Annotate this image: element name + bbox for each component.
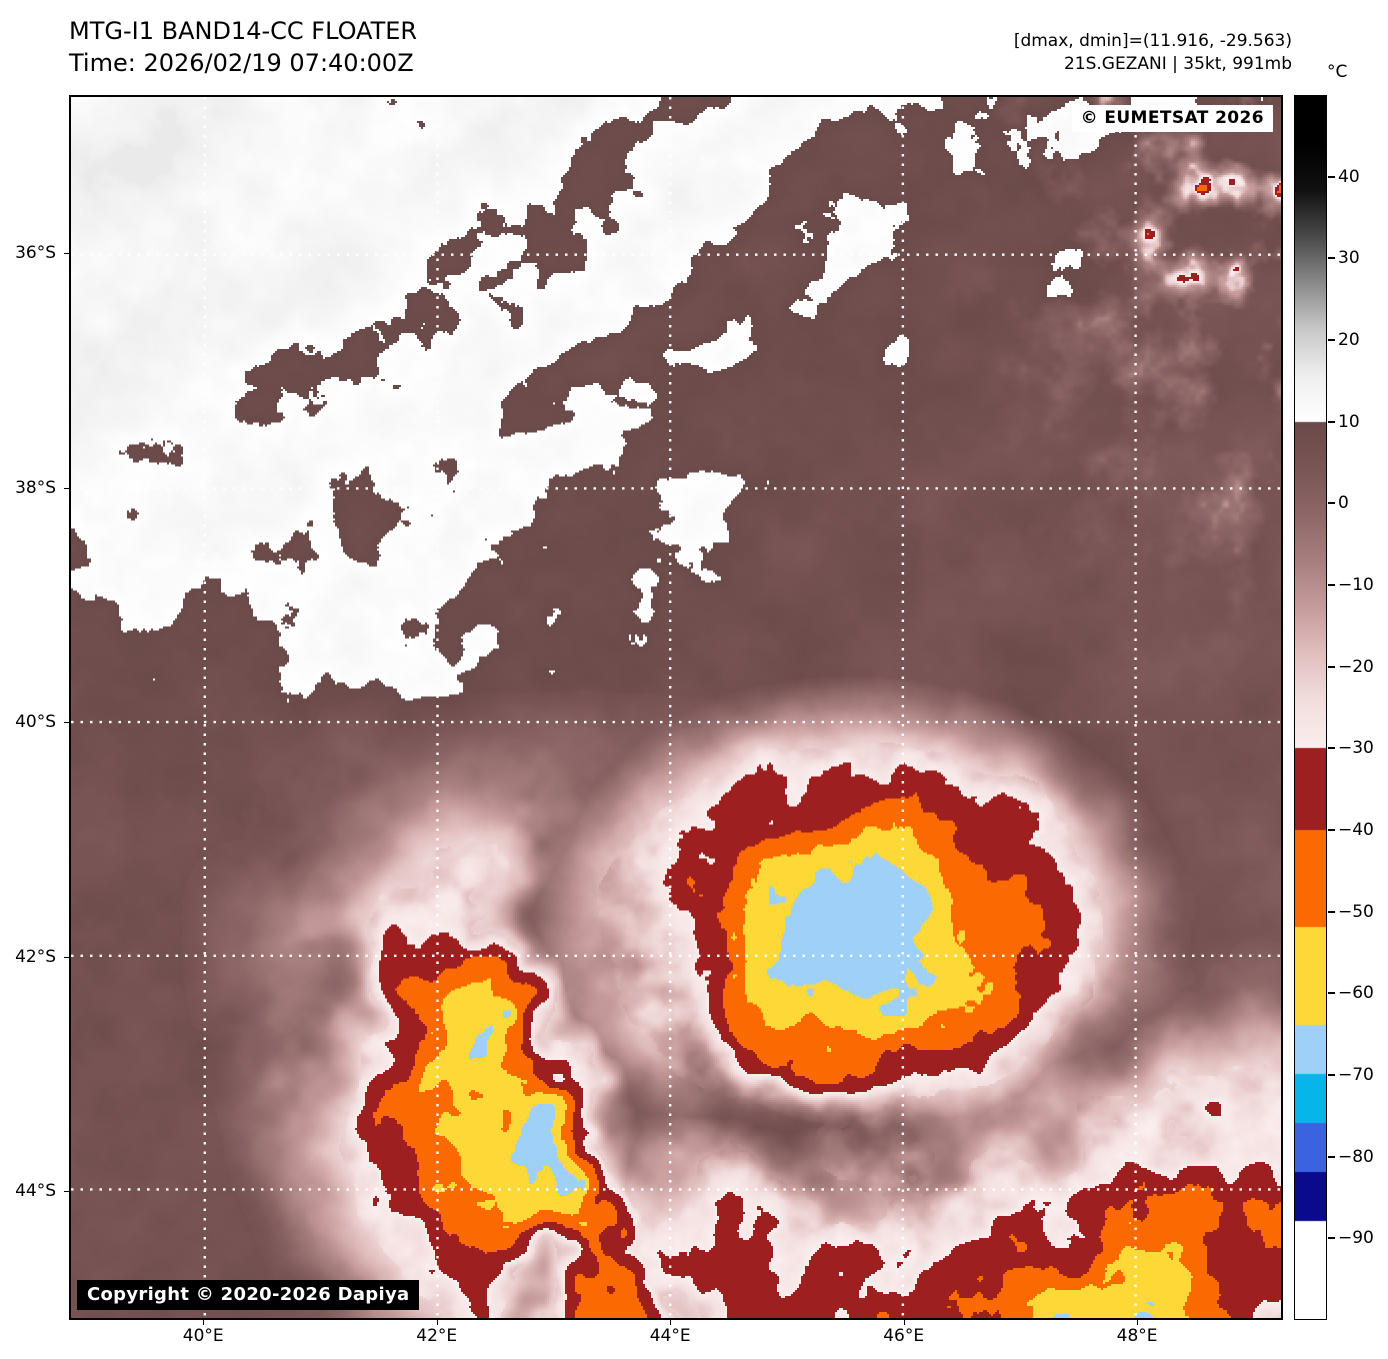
colorbar-tick-label: −70 xyxy=(1338,1065,1374,1085)
dmax-dmin-label: [dmax, dmin]=(11.916, -29.563) xyxy=(1013,31,1292,51)
colorbar-tick xyxy=(1328,584,1335,586)
colorbar-tick xyxy=(1328,175,1335,178)
temperature-colorbar[interactable] xyxy=(1294,95,1327,1320)
latitude-tick xyxy=(64,956,69,958)
header-right-block: [dmax, dmin]=(11.916, -29.563) 21S.GEZAN… xyxy=(1014,30,1292,77)
storm-info-label: 21S.GEZANI | 35kt, 991mb xyxy=(1063,54,1292,75)
colorbar-tick xyxy=(1328,747,1335,750)
latitude-tick-label: 42°S xyxy=(15,946,56,967)
longitude-tick-label: 48°E xyxy=(1116,1326,1158,1346)
longitude-tick-label: 40°E xyxy=(182,1326,224,1346)
latitude-tick-label: 36°S xyxy=(15,243,56,264)
colorbar-tick-label: −30 xyxy=(1338,738,1374,759)
latitude-tick-label: 38°S xyxy=(15,477,56,498)
latitude-tick-label: 44°S xyxy=(15,1181,56,1202)
longitude-tick xyxy=(1137,1320,1139,1325)
colorbar-tick-label: −40 xyxy=(1338,820,1374,840)
colorbar-tick-label: 0 xyxy=(1338,493,1349,514)
latitude-tick xyxy=(64,722,69,724)
longitude-tick xyxy=(670,1320,672,1325)
colorbar-tick-label: 30 xyxy=(1338,248,1360,269)
longitude-tick-label: 42°E xyxy=(416,1326,458,1346)
colorbar-tick xyxy=(1328,502,1335,505)
colorbar-tick-label: −80 xyxy=(1338,1146,1374,1167)
longitude-tick xyxy=(903,1320,905,1325)
colorbar-tick-label: −20 xyxy=(1338,656,1374,677)
page-title: MTG-I1 BAND14-CC FLOATER xyxy=(69,17,418,45)
longitude-tick xyxy=(436,1320,438,1325)
longitude-tick-label: 46°E xyxy=(883,1326,925,1346)
colorbar-tick xyxy=(1328,1237,1335,1240)
colorbar-tick-label: −50 xyxy=(1338,901,1374,922)
colorbar-tick-label: −60 xyxy=(1338,983,1374,1004)
header-left-block: MTG-I1 BAND14-CC FLOATER Time: 2026/02/1… xyxy=(69,16,417,79)
colorbar-tick xyxy=(1328,339,1335,341)
colorbar-tick-label: 20 xyxy=(1338,330,1360,350)
colorbar-gradient xyxy=(1295,96,1326,1319)
latitude-tick xyxy=(64,487,69,489)
latitude-tick xyxy=(64,1191,69,1193)
satellite-image-plot[interactable]: © EUMETSAT 2026 Copyright © 2020-2026 Da… xyxy=(69,95,1283,1320)
colorbar-tick xyxy=(1328,1155,1335,1158)
dapiya-copyright-badge: Copyright © 2020-2026 Dapiya xyxy=(77,1280,420,1310)
colorbar-tick xyxy=(1328,420,1335,423)
longitude-tick-label: 44°E xyxy=(649,1326,691,1346)
colorbar-tick-label: −90 xyxy=(1338,1228,1374,1249)
colorbar-tick-label: −10 xyxy=(1338,575,1374,595)
colorbar-tick xyxy=(1328,1074,1335,1076)
colorbar-tick xyxy=(1328,829,1335,831)
eumetsat-copyright-badge: © EUMETSAT 2026 xyxy=(1071,105,1273,132)
colorbar-tick xyxy=(1328,665,1335,668)
latitude-tick-label: 40°S xyxy=(15,712,56,733)
longitude-tick xyxy=(203,1320,205,1325)
satellite-ir-imagery xyxy=(71,97,1281,1318)
latitude-tick xyxy=(64,253,69,255)
timestamp-label: Time: 2026/02/19 07:40:00Z xyxy=(69,48,414,77)
colorbar-unit-label: °C xyxy=(1327,62,1348,82)
colorbar-tick-label: 10 xyxy=(1338,411,1360,432)
colorbar-tick xyxy=(1328,910,1335,913)
colorbar-tick xyxy=(1328,992,1335,995)
colorbar-tick-label: 40 xyxy=(1338,166,1360,187)
colorbar-tick xyxy=(1328,257,1335,260)
